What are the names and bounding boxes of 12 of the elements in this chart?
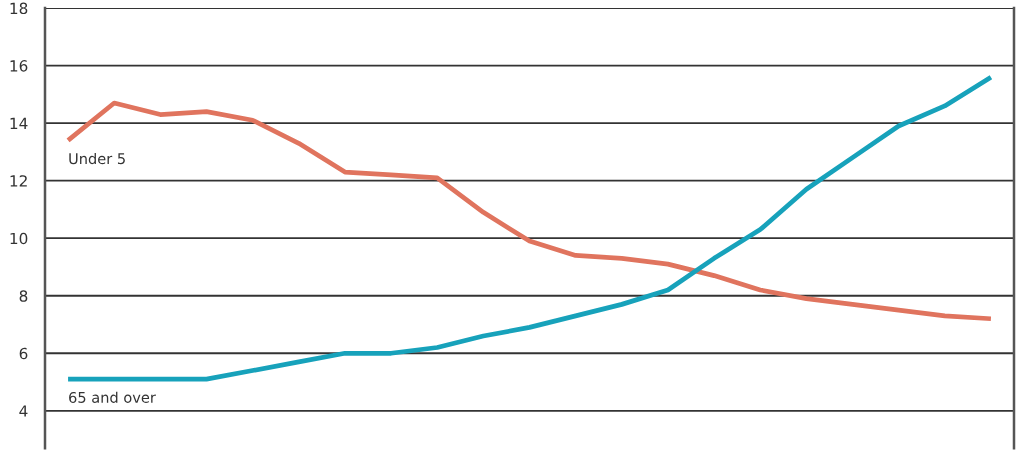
y-tick-label: 4: [19, 405, 28, 417]
y-tick-label: 6: [19, 347, 28, 360]
line-series: [65, 100, 994, 322]
series-label: 65 and over: [69, 391, 156, 403]
y-tick-label: 14: [10, 117, 28, 129]
y-tick-label: 16: [10, 60, 28, 72]
y-tick-label: 10: [10, 232, 28, 245]
line-series: [65, 74, 994, 382]
series-label: Under 5: [69, 152, 125, 165]
y-tick-label: 8: [19, 290, 28, 302]
y-tick-label: 12: [10, 175, 27, 187]
y-tick-label: 18: [10, 2, 28, 15]
